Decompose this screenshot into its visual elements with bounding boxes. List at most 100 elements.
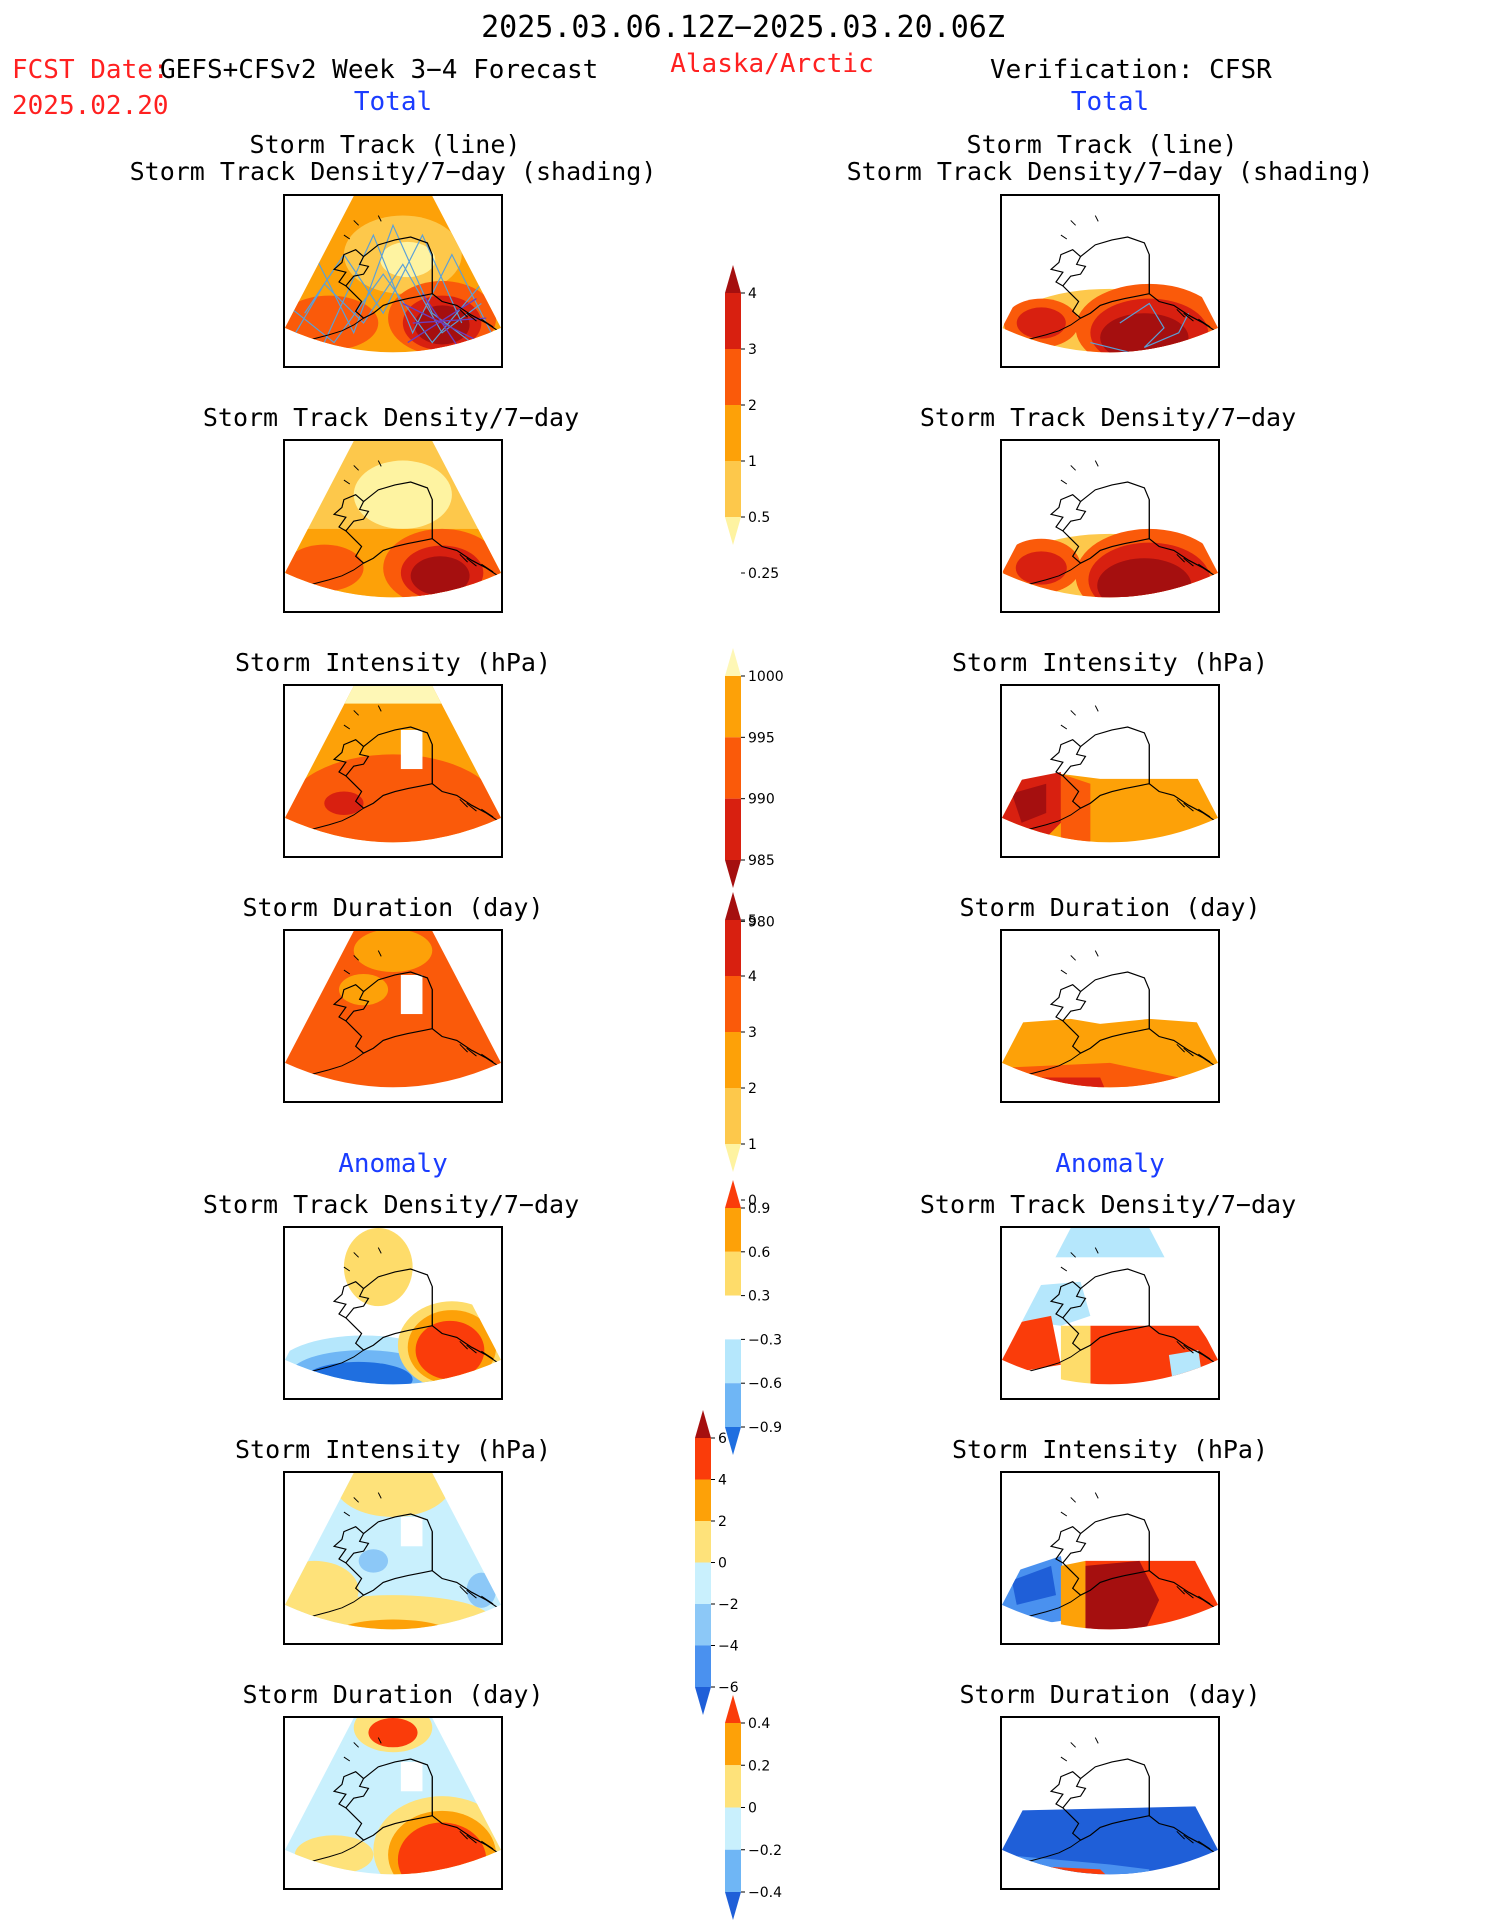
intensity-swatch-1	[725, 676, 741, 738]
anom_intensity-label-1: 4	[718, 1473, 727, 1489]
colorbar-anom-density: 0.9 0.6 0.3 −0.3 −0.6 −0.9	[725, 1180, 835, 1455]
anom_duration-swatch-4	[725, 1849, 741, 1892]
anom_intensity-swatch-4	[695, 1562, 711, 1604]
density-swatch-2	[725, 349, 741, 405]
left-map-intensity	[283, 684, 503, 858]
anom_intensity-swatch-2	[695, 1479, 711, 1521]
density-swatch-5	[725, 517, 741, 545]
duration-label-4: 1	[748, 1137, 757, 1153]
anom_intensity-swatch-1	[695, 1438, 711, 1480]
anom_intensity-label-6: −6	[718, 1680, 739, 1696]
density-label-5: 0.25	[748, 566, 779, 582]
density-label-3: 1	[748, 454, 757, 470]
anom_density-label-0: 0.9	[748, 1201, 770, 1217]
colorbar-density: 4 3 2 1 0.5 0.25	[725, 265, 835, 582]
left-title-track-line: Storm Track (line)	[249, 130, 521, 159]
intensity-label-3: 985	[748, 853, 775, 869]
right-title-anom-intensity: Storm Intensity (hPa)	[951, 1435, 1269, 1464]
anom_density-label-1: 0.6	[748, 1245, 770, 1261]
left-map-duration	[283, 929, 503, 1103]
density-swatch-0	[725, 265, 741, 293]
anom_density-label-4: −0.6	[748, 1376, 782, 1392]
intensity-swatch-4	[725, 860, 741, 888]
intensity-label-4: 980	[748, 914, 775, 930]
colorbar-anom-intensity: 6 4 2 0 −2 −4 −6	[695, 1410, 805, 1715]
anom_duration-label-2: 0	[748, 1801, 757, 1817]
anom_density-swatch-3	[725, 1295, 741, 1340]
left-title-duration: Storm Duration (day)	[242, 893, 544, 922]
anom_density-swatch-1	[725, 1208, 741, 1252]
verification-label: Verification: CFSR	[990, 55, 1272, 85]
anom_duration-label-1: 0.2	[748, 1758, 770, 1774]
duration-label-1: 4	[748, 969, 757, 985]
model-label: GEFS+CFSv2 Week 3−4 Forecast	[160, 55, 599, 85]
left-title-anom-duration: Storm Duration (day)	[242, 1680, 544, 1709]
density-swatch-3	[725, 405, 741, 461]
left-map-anom-intensity	[283, 1471, 503, 1645]
anom_duration-swatch-0	[725, 1695, 741, 1723]
fcst-date-value: 2025.02.20	[12, 91, 169, 121]
colorbar-intensity: 1000 995 990 985 980	[725, 648, 835, 930]
anom_density-swatch-5	[725, 1383, 741, 1427]
left-map-anom-density	[283, 1226, 503, 1400]
anom_density-label-2: 0.3	[748, 1289, 770, 1305]
right-title-anom-density: Storm Track Density/7−day	[919, 1190, 1297, 1219]
duration-label-0: 5	[748, 913, 757, 929]
left-title-intensity: Storm Intensity (hPa)	[234, 648, 552, 677]
duration-swatch-3	[725, 1032, 741, 1088]
anomaly-left-label: Anomaly	[338, 1149, 448, 1179]
density-swatch-1	[725, 293, 741, 349]
left-title-track-density-shading: Storm Track Density/7−day (shading)	[129, 157, 657, 186]
anom_duration-swatch-3	[725, 1807, 741, 1850]
anom_density-swatch-4	[725, 1339, 741, 1384]
intensity-swatch-0	[725, 648, 741, 676]
fcst-date-label: FCST Date:	[12, 55, 169, 85]
anom_intensity-swatch-7	[695, 1687, 711, 1715]
left-title-anom-intensity: Storm Intensity (hPa)	[234, 1435, 552, 1464]
right-map-duration	[1000, 929, 1220, 1103]
right-map-intensity	[1000, 684, 1220, 858]
left-title-anom-density: Storm Track Density/7−day	[202, 1190, 580, 1219]
colorbar-duration: 5 4 3 2 1 0	[725, 892, 835, 1209]
anom_density-swatch-0	[725, 1180, 741, 1208]
period-title: 2025.03.06.12Z−2025.03.20.06Z	[481, 10, 1005, 45]
anomaly-right-label: Anomaly	[1055, 1149, 1165, 1179]
duration-swatch-4	[725, 1088, 741, 1144]
right-map-track-density	[1000, 439, 1220, 613]
anom_density-swatch-2	[725, 1251, 741, 1296]
anom_duration-label-3: −0.2	[748, 1843, 782, 1859]
right-title-intensity: Storm Intensity (hPa)	[951, 648, 1269, 677]
anom_density-label-5: −0.9	[748, 1420, 782, 1436]
total-left-label: Total	[353, 87, 433, 117]
anom_duration-swatch-2	[725, 1765, 741, 1808]
anom_density-label-3: −0.3	[748, 1332, 782, 1348]
anom_duration-swatch-5	[725, 1892, 741, 1920]
duration-swatch-2	[725, 976, 741, 1032]
anom_duration-label-4: −0.4	[748, 1885, 782, 1901]
anom_intensity-swatch-6	[695, 1645, 711, 1687]
colorbar-anom-duration: 0.4 0.2 0 −0.2 −0.4	[725, 1695, 835, 1920]
right-title-track-line: Storm Track (line)	[966, 130, 1238, 159]
density-label-4: 0.5	[748, 510, 770, 526]
region-label: Alaska/Arctic	[670, 49, 874, 79]
intensity-label-1: 995	[748, 730, 775, 746]
duration-label-2: 3	[748, 1025, 757, 1041]
right-map-anom-density	[1000, 1226, 1220, 1400]
anom_intensity-label-3: 0	[718, 1556, 727, 1572]
right-map-track-line	[1000, 194, 1220, 368]
left-map-track-line	[283, 194, 503, 368]
right-title-track-density-shading: Storm Track Density/7−day (shading)	[846, 157, 1374, 186]
density-swatch-4	[725, 461, 741, 517]
right-map-anom-duration	[1000, 1716, 1220, 1890]
duration-swatch-0	[725, 892, 741, 920]
anom_intensity-label-0: 6	[718, 1431, 727, 1447]
right-title-anom-duration: Storm Duration (day)	[959, 1680, 1261, 1709]
intensity-label-0: 1000	[748, 669, 784, 685]
total-right-label: Total	[1070, 87, 1150, 117]
density-label-2: 2	[748, 398, 757, 414]
anom_density-swatch-6	[725, 1427, 741, 1455]
duration-label-5: 0	[748, 1193, 757, 1209]
anom_intensity-swatch-3	[695, 1521, 711, 1563]
left-map-track-density	[283, 439, 503, 613]
anom_duration-swatch-1	[725, 1723, 741, 1766]
